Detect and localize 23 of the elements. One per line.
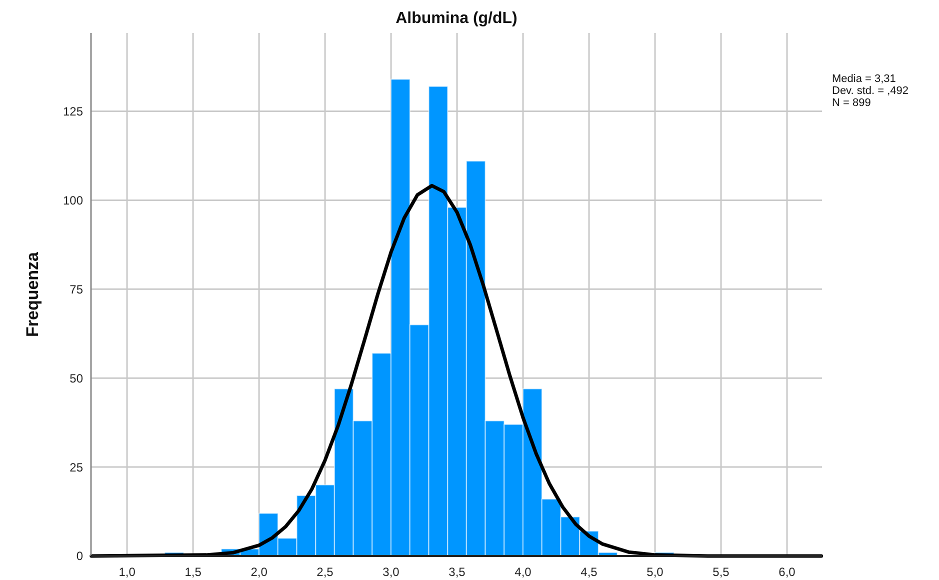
line-series bbox=[90, 184, 824, 558]
x-tick-label: 3,5 bbox=[448, 565, 466, 579]
y-tick-label: 75 bbox=[70, 282, 84, 296]
x-tick-label: 2,0 bbox=[250, 565, 268, 579]
y-tick-label: 125 bbox=[62, 104, 84, 118]
text: N = 899 bbox=[832, 97, 871, 109]
x-tick-label: 5,0 bbox=[646, 565, 664, 579]
x-tick-label: 2,5 bbox=[316, 565, 334, 579]
text: Media = 3,31 bbox=[832, 73, 896, 85]
x-tick-label: 6,0 bbox=[778, 565, 796, 579]
x-tick-label: 4,5 bbox=[580, 565, 598, 579]
text: Dev. std. = ,492 bbox=[832, 85, 909, 97]
y-tick-label: 0 bbox=[76, 549, 84, 564]
x-tick-label: 1,5 bbox=[184, 565, 202, 579]
x-tick-label: 3,0 bbox=[382, 565, 400, 579]
chart-title: Albumina (g/dL) bbox=[396, 10, 518, 27]
x-tick-label: 1,0 bbox=[118, 565, 136, 579]
y-axis-title: Frequenza bbox=[23, 251, 42, 338]
x-tick-label: 4,0 bbox=[514, 565, 532, 579]
y-tick-label: 50 bbox=[70, 371, 84, 386]
x-tick-label: 5,5 bbox=[712, 565, 730, 579]
y-tick-label: 100 bbox=[62, 193, 84, 208]
y-tick-label: 25 bbox=[70, 460, 84, 474]
